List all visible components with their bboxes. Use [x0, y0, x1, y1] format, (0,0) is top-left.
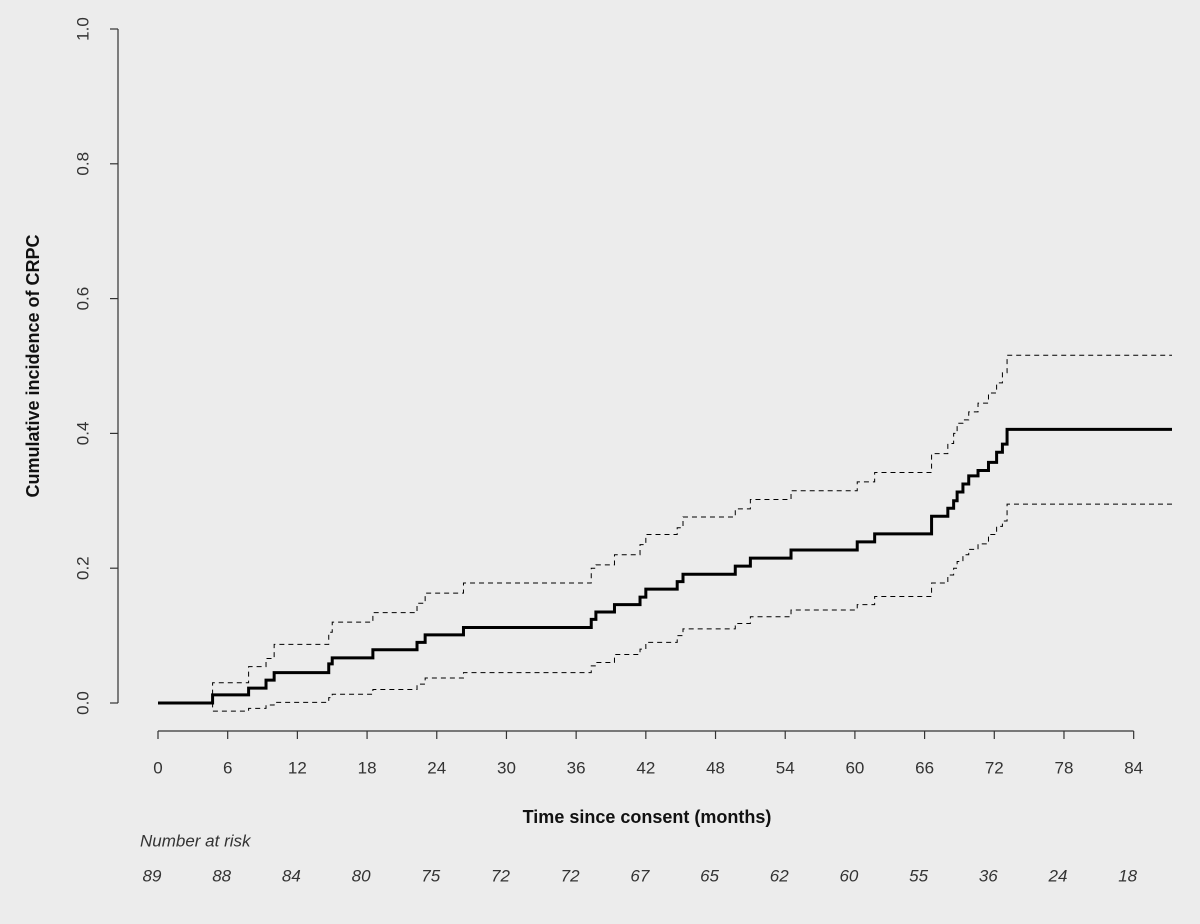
x-tick-label: 84 [1124, 758, 1143, 777]
x-tick-label: 42 [636, 758, 655, 777]
x-tick-label: 30 [497, 758, 516, 777]
risk-count: 65 [700, 866, 719, 885]
risk-count: 67 [630, 866, 649, 885]
x-axis-title: Time since consent (months) [523, 807, 772, 827]
x-tick-label: 72 [985, 758, 1004, 777]
step-line [158, 503, 1172, 712]
x-tick-label: 24 [427, 758, 446, 777]
risk-count: 84 [282, 866, 301, 885]
x-tick-label: 54 [776, 758, 795, 777]
risk-count: 60 [839, 866, 858, 885]
risk-count: 24 [1048, 866, 1068, 885]
risk-count: 80 [352, 866, 371, 885]
y-tick-label: 0.4 [73, 422, 92, 446]
risk-count: 72 [491, 866, 510, 885]
x-tick-label: 36 [567, 758, 586, 777]
step-line [158, 427, 1172, 705]
risk-count: 18 [1118, 866, 1137, 885]
risk-count: 72 [561, 866, 580, 885]
risk-count: 89 [143, 866, 162, 885]
risk-count: 62 [770, 866, 789, 885]
y-tick-label: 0.8 [73, 152, 92, 176]
y-tick-label: 0.2 [73, 556, 92, 580]
x-tick-label: 12 [288, 758, 307, 777]
step-line [158, 354, 1172, 704]
x-tick-label: 0 [153, 758, 162, 777]
risk-count: 75 [421, 866, 440, 885]
x-tick-label: 48 [706, 758, 725, 777]
risk-table-label: Number at risk [140, 831, 252, 850]
risk-count: 55 [909, 866, 928, 885]
y-tick-label: 0.0 [73, 691, 92, 715]
x-tick-label: 60 [845, 758, 864, 777]
y-tick-label: 1.0 [73, 17, 92, 41]
x-tick-label: 6 [223, 758, 232, 777]
x-tick-label: 66 [915, 758, 934, 777]
y-tick-label: 0.6 [73, 287, 92, 311]
risk-count: 88 [212, 866, 231, 885]
y-axis-title: Cumulative incidence of CRPC [23, 234, 43, 497]
x-tick-label: 78 [1055, 758, 1074, 777]
x-tick-label: 18 [358, 758, 377, 777]
risk-count: 36 [979, 866, 998, 885]
